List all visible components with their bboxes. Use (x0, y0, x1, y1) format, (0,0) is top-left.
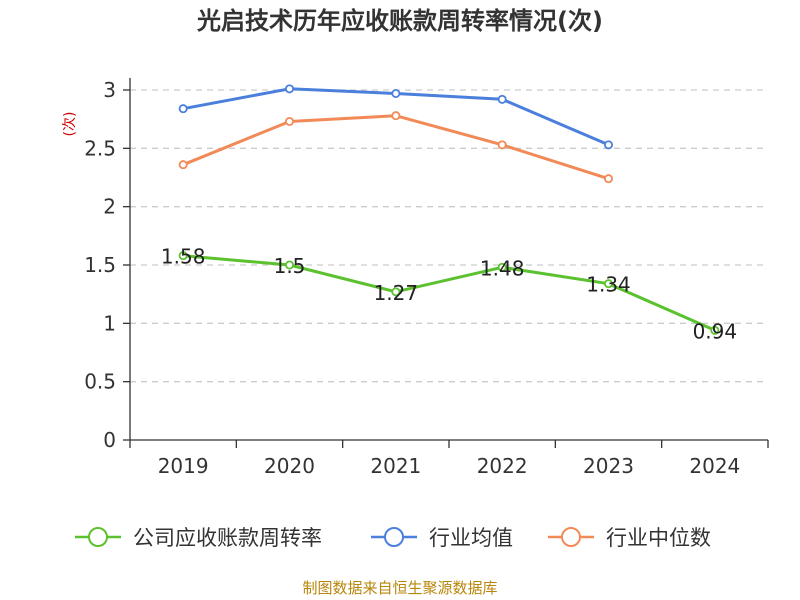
legend-marker (561, 527, 581, 547)
series-lines: 1.58 1.5 1.27 1.48 1.34 0.94 (161, 84, 738, 343)
data-point (284, 117, 294, 127)
y-tick-label: 2.5 (84, 136, 116, 160)
data-point (178, 251, 188, 261)
data-point (604, 279, 614, 289)
data-point (284, 260, 294, 270)
axes: 0 0.5 1 1.5 2 2.5 3 2019 2020 2021 2022 2023 2024 (84, 78, 769, 478)
data-label: 1.48 (480, 256, 525, 280)
series-line-2 (182, 114, 609, 181)
y-tick-label: 1 (103, 311, 116, 335)
y-tick-label: 0.5 (84, 370, 116, 394)
legend-marker (88, 527, 108, 547)
x-tick-label: 2024 (689, 454, 740, 478)
data-point (178, 160, 188, 170)
y-axis-label: (次) (62, 112, 78, 137)
x-tick-label: 2021 (370, 454, 421, 478)
data-label: 0.94 (693, 319, 738, 343)
y-tick-label: 2 (103, 195, 116, 219)
data-point (497, 94, 507, 104)
data-point (604, 174, 614, 184)
x-tick-label: 2023 (583, 454, 634, 478)
legend-item-2: 行业中位数 (548, 526, 711, 550)
data-point (497, 140, 507, 150)
data-point (604, 140, 614, 150)
data-label: 1.34 (586, 273, 631, 297)
legend-item-1: 行业均值 (371, 526, 513, 550)
series-line-0 (183, 254, 716, 332)
data-label: 1.27 (374, 281, 419, 305)
legend: 公司应收账款周转率 行业均值 行业中位数 (75, 526, 711, 550)
data-source-note: 制图数据来自恒生聚源数据库 (302, 579, 498, 597)
legend-label: 行业中位数 (606, 526, 711, 550)
legend-label: 公司应收账款周转率 (133, 526, 322, 550)
x-tick-label: 2020 (264, 454, 315, 478)
legend-label: 行业均值 (429, 526, 513, 550)
grid-lines (130, 89, 768, 383)
legend-marker (384, 527, 404, 547)
data-point (497, 262, 507, 272)
chart-title: 光启技术历年应收账款周转率情况(次) (197, 7, 603, 35)
data-label: 1.5 (274, 254, 306, 278)
y-tick-label: 0 (103, 428, 116, 452)
data-label: 1.58 (161, 245, 206, 269)
x-tick-label: 2019 (158, 454, 209, 478)
y-tick-label: 1.5 (84, 253, 116, 277)
legend-item-0: 公司应收账款周转率 (75, 526, 322, 550)
x-tick-label: 2022 (477, 454, 528, 478)
y-tick-label: 3 (103, 78, 116, 102)
data-point (178, 104, 188, 114)
data-point (284, 84, 294, 94)
data-point (391, 287, 401, 297)
data-point (710, 325, 720, 335)
data-point (391, 89, 401, 99)
data-point (391, 111, 401, 121)
